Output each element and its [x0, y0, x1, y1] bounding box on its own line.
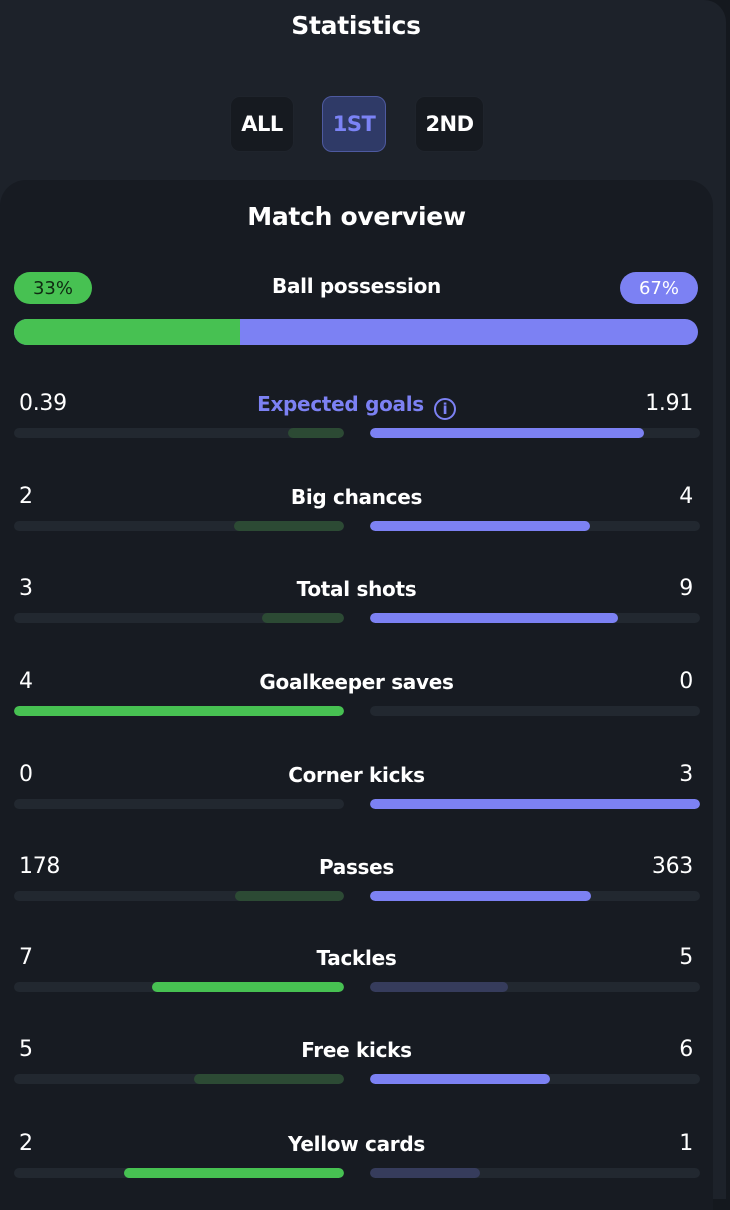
away-value: 6 [679, 1037, 693, 1062]
possession-home-fill [14, 319, 240, 345]
home-value: 2 [19, 484, 33, 509]
away-value: 9 [679, 576, 693, 601]
stat-row-tackles: 7 Tackles 5 [0, 944, 713, 1004]
home-bar-fill [151, 982, 344, 992]
stat-label-text: Free kicks [301, 1038, 412, 1062]
away-bar-track [370, 1074, 700, 1084]
stat-label-text: Yellow cards [288, 1132, 425, 1156]
away-bar-track [370, 521, 700, 531]
match-overview-card: Match overview 33% Ball possession 67% 0… [0, 180, 713, 1210]
stat-label: Corner kicks [0, 761, 713, 789]
away-bar-track [370, 982, 700, 992]
away-bar-track [370, 428, 700, 438]
possession-home-pill: 33% [14, 272, 92, 304]
home-value: 2 [19, 1131, 33, 1156]
stat-label-text: Passes [318, 855, 395, 879]
stat-row-yellow-cards: 2 Yellow cards 1 [0, 1130, 713, 1190]
away-bar-track [370, 613, 700, 623]
statistics-title: Statistics [291, 11, 421, 40]
home-value: 0 [19, 762, 33, 787]
home-bar-track [14, 706, 344, 716]
away-bar-fill [370, 799, 700, 809]
away-bar-track [370, 1168, 700, 1178]
match-overview-title: Match overview [247, 202, 466, 231]
away-value: 363 [651, 854, 693, 879]
info-icon[interactable]: i [433, 398, 456, 420]
away-bar-fill [370, 613, 618, 623]
away-bar-track [370, 891, 700, 901]
away-value: 1.91 [645, 391, 693, 416]
stat-row-free-kicks: 5 Free kicks 6 [0, 1036, 713, 1096]
tab-2nd[interactable]: 2ND [415, 96, 484, 152]
stat-label: Free kicks [0, 1036, 713, 1064]
stat-row-passes: 178 Passes 363 [0, 853, 713, 913]
stat-label: Yellow cards [0, 1130, 713, 1158]
home-bar-fill [288, 428, 344, 438]
home-bar-fill [124, 1168, 344, 1178]
stat-row-expected-goals: 0.39 Expected goals i 1.91 [0, 390, 713, 450]
home-bar-fill [235, 891, 344, 901]
home-bar-track [14, 521, 344, 531]
home-value: 4 [19, 669, 33, 694]
period-tabs: ALL 1ST 2ND [0, 96, 712, 154]
stat-row-corner-kicks: 0 Corner kicks 3 [0, 761, 713, 821]
away-bar-fill [370, 1168, 480, 1178]
away-value: 0 [679, 669, 693, 694]
home-value: 0.39 [19, 391, 67, 416]
possession-bar [14, 319, 698, 345]
home-bar-fill [261, 613, 344, 623]
home-bar-fill [234, 521, 344, 531]
home-bar-track [14, 891, 344, 901]
stat-label[interactable]: Expected goals i [0, 390, 713, 420]
away-bar-fill [370, 982, 508, 992]
away-bar-fill [370, 521, 590, 531]
home-bar-track [14, 799, 344, 809]
stat-label: Tackles [0, 944, 713, 972]
away-value: 3 [679, 762, 693, 787]
away-bar-track [370, 706, 700, 716]
stat-row-goalkeeper-saves: 4 Goalkeeper saves 0 [0, 668, 713, 728]
stat-label-text: Goalkeeper saves [259, 670, 454, 694]
home-bar-fill [14, 706, 344, 716]
stat-label-text: Tackles [316, 946, 397, 970]
stat-label-text: Big chances [290, 485, 423, 509]
stat-row-total-shots: 3 Total shots 9 [0, 575, 713, 635]
possession-away-pill: 67% [620, 272, 698, 304]
away-value: 1 [679, 1131, 693, 1156]
stat-label-text: Total shots [296, 577, 417, 601]
away-bar-fill [370, 1074, 550, 1084]
away-value: 4 [679, 484, 693, 509]
stat-label: Big chances [0, 483, 713, 511]
home-value: 178 [19, 854, 61, 879]
home-bar-track [14, 1168, 344, 1178]
home-bar-track [14, 428, 344, 438]
home-value: 5 [19, 1037, 33, 1062]
home-value: 3 [19, 576, 33, 601]
tab-all[interactable]: ALL [230, 96, 294, 152]
home-bar-track [14, 1074, 344, 1084]
stat-label: Total shots [0, 575, 713, 603]
home-bar-track [14, 613, 344, 623]
stat-label-text: Expected goals [257, 392, 424, 416]
stat-label-text: Corner kicks [288, 763, 425, 787]
stat-row-big-chances: 2 Big chances 4 [0, 483, 713, 543]
home-bar-fill [194, 1074, 344, 1084]
tab-1st[interactable]: 1ST [322, 96, 386, 152]
home-value: 7 [19, 945, 33, 970]
away-bar-fill [370, 428, 645, 438]
home-bar-track [14, 982, 344, 992]
away-bar-fill [370, 891, 592, 901]
possession-label: Ball possession [272, 274, 441, 298]
away-bar-track [370, 799, 700, 809]
away-value: 5 [679, 945, 693, 970]
stat-label: Passes [0, 853, 713, 881]
stat-label: Goalkeeper saves [0, 668, 713, 696]
